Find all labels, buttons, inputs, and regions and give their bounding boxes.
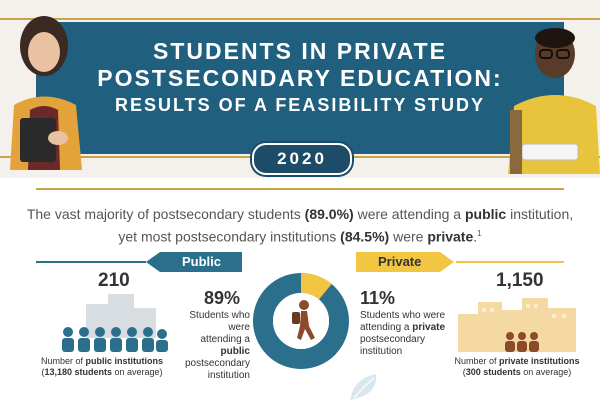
desc-bold: public [220,346,250,357]
desc-text: institution [207,370,250,381]
statement-public-pct: (89.0%) [304,206,354,222]
statement-text: were [389,228,428,245]
private-label-banner: Private [356,252,454,272]
statement-public-word: public [464,206,507,222]
section-divider [36,188,564,190]
banner-top-rule [0,18,600,20]
statement-private-pct: (84.5%) [340,228,390,245]
caption-text: Number of [454,356,499,366]
statement-text: yet most postsecondary institutions [118,228,341,245]
caption-bold: private institutions [499,356,580,366]
leaf-icon [350,374,377,400]
building-with-people-icon [458,298,576,352]
desc-text: attending a [200,334,251,345]
public-institution-caption: Number of public institutions (13,180 st… [32,356,172,378]
caption-text: Number of [40,356,86,366]
title-line-1: STUDENTS IN PRIVATE [153,38,447,64]
private-institution-count: 1,150 [496,270,544,291]
donut-private-segment [253,273,349,369]
desc-text: Students who were [360,310,446,321]
building-with-people-icon [62,294,168,352]
public-student-description: Students who were attending a public pos… [170,310,250,382]
caption-text: on average) [520,367,572,377]
statement-text: institution, [506,206,574,222]
public-label-banner: Public [146,252,242,272]
desc-text: Students who were [189,310,250,333]
student-share-donut [253,273,349,369]
public-rule [36,261,146,263]
private-label: Private [378,254,422,269]
caption-bold: 300 students [465,367,521,377]
header-banner: STUDENTS IN PRIVATE POSTSECONDARY EDUCAT… [0,0,600,178]
caption-bold: public institutions [85,356,164,366]
public-student-percent: 89% [204,288,241,308]
desc-text: institution [360,346,403,357]
title-line-3: RESULTS OF A FEASIBILITY STUDY [114,95,486,115]
public-institution-count: 210 [98,270,130,291]
caption-text: on average) [111,367,163,377]
desc-text: attending a [360,322,413,333]
private-rule [456,261,564,263]
statement-text: . [473,228,478,245]
private-student-description: Students who were attending a private po… [360,310,450,358]
statement-text: were attending a [353,206,465,222]
private-student-percent: 11% [360,288,396,308]
title-line-2: POSTSECONDARY EDUCATION: [97,65,503,91]
public-flag-shape [146,252,242,272]
private-institution-caption: Number of private institutions (300 stud… [442,356,592,378]
year-badge: 2020 [252,143,352,175]
private-flag-shape [356,252,454,272]
desc-text: postsecondary [184,358,250,369]
desc-text: postsecondary [360,334,426,345]
student-photo-right [508,28,600,174]
statement-footnote: 1 [477,229,482,238]
caption-text: ( [41,367,45,377]
walking-student-icon [292,300,315,340]
student-photo-left [10,16,82,170]
infographic-title: STUDENTS IN PRIVATE POSTSECONDARY EDUCAT… [80,38,520,119]
desc-bold: private [412,322,446,333]
caption-bold: 13,180 students [44,367,112,377]
summary-statement: The vast majority of postsecondary stude… [20,204,580,247]
statement-text: The vast majority of postsecondary stude… [26,206,305,222]
caption-text: ( [462,367,466,377]
banner-background [36,22,564,154]
statement-private-word: private [427,228,474,245]
public-label: Public [182,254,222,269]
